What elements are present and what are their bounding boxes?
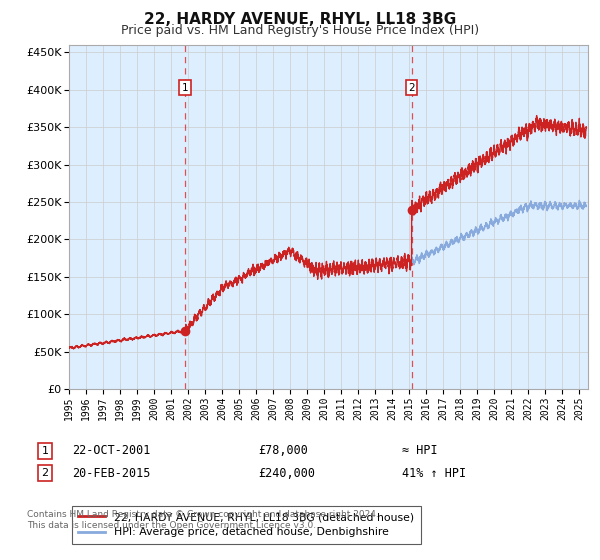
Text: 22-OCT-2001: 22-OCT-2001 (72, 444, 151, 458)
Text: 22, HARDY AVENUE, RHYL, LL18 3BG: 22, HARDY AVENUE, RHYL, LL18 3BG (144, 12, 456, 27)
Text: 20-FEB-2015: 20-FEB-2015 (72, 466, 151, 480)
Text: 2: 2 (408, 83, 415, 93)
Text: 2: 2 (41, 468, 49, 478)
Text: 1: 1 (182, 83, 188, 93)
Legend: 22, HARDY AVENUE, RHYL, LL18 3BG (detached house), HPI: Average price, detached : 22, HARDY AVENUE, RHYL, LL18 3BG (detach… (72, 506, 421, 544)
Text: Price paid vs. HM Land Registry's House Price Index (HPI): Price paid vs. HM Land Registry's House … (121, 24, 479, 36)
Text: 1: 1 (41, 446, 49, 456)
Text: £240,000: £240,000 (258, 466, 315, 480)
Text: Contains HM Land Registry data © Crown copyright and database right 2024.
This d: Contains HM Land Registry data © Crown c… (27, 510, 379, 530)
Text: £78,000: £78,000 (258, 444, 308, 458)
Text: ≈ HPI: ≈ HPI (402, 444, 437, 458)
Text: 41% ↑ HPI: 41% ↑ HPI (402, 466, 466, 480)
